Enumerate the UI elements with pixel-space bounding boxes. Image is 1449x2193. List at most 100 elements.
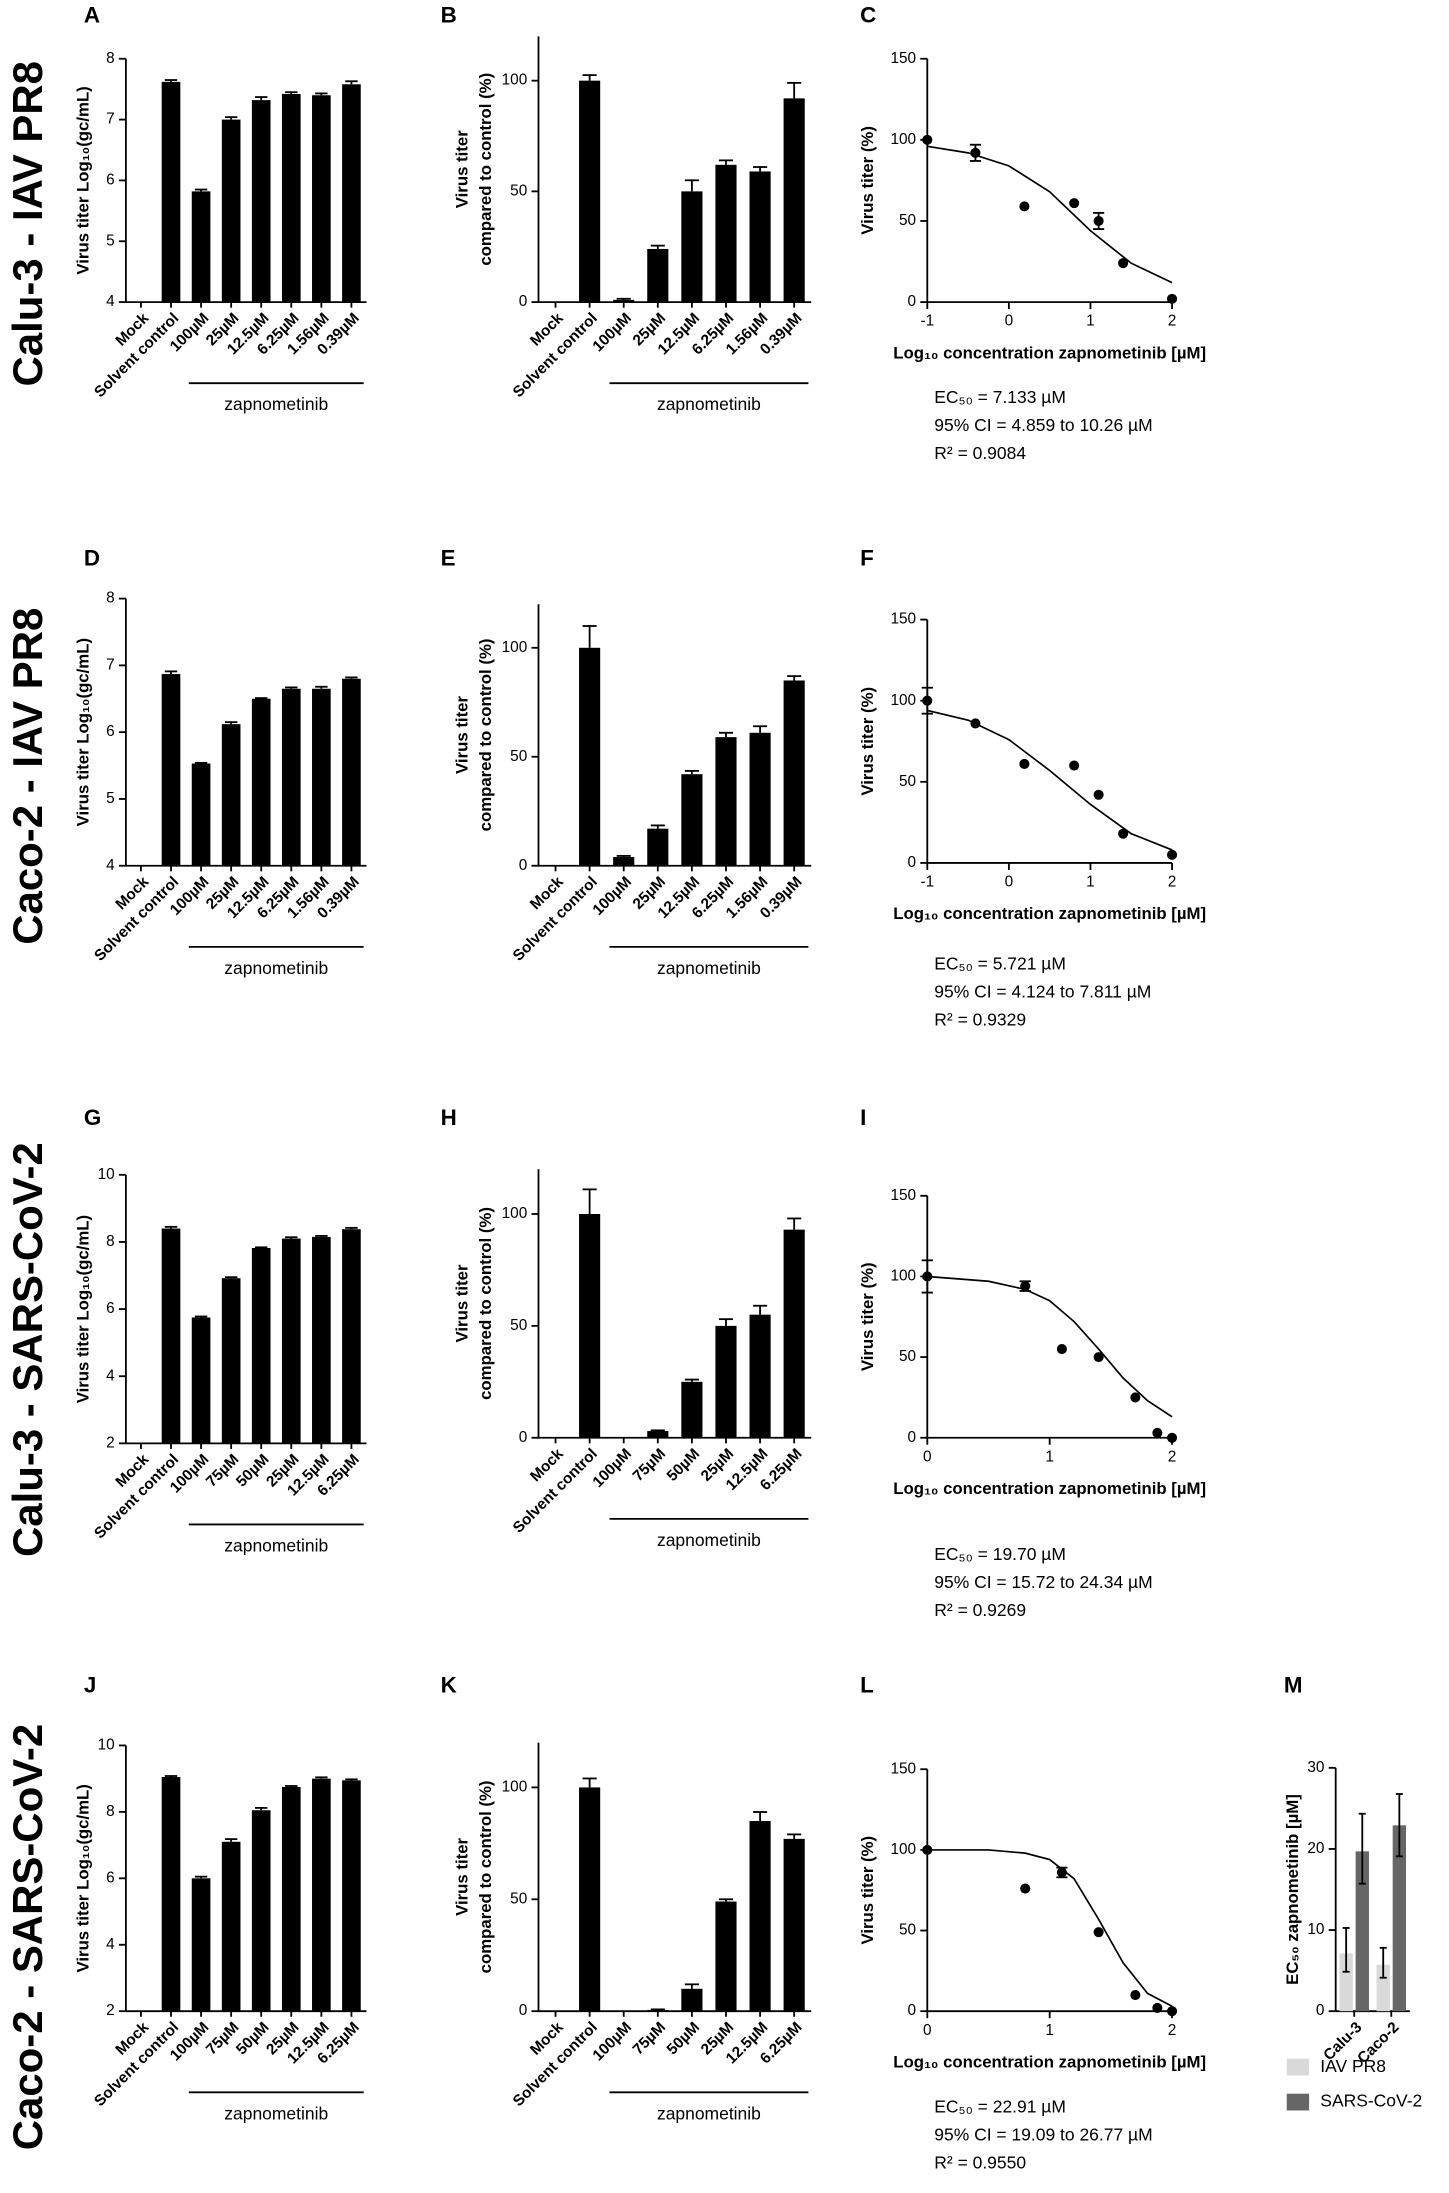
y-axis-label: EC₅₀ zapnometinib [µM] (1283, 1794, 1302, 1985)
annotation: EC₅₀ = 7.133 µM (934, 387, 1066, 407)
bar (281, 1238, 301, 1444)
y-tick-label: 50 (899, 212, 916, 229)
y-tick-label: 8 (106, 50, 115, 67)
bar (1339, 1953, 1353, 2012)
annotation: EC₅₀ = 19.70 µM (934, 1544, 1066, 1564)
y-tick-label: 50 (510, 748, 527, 765)
y-tick-label: 50 (510, 1317, 527, 1334)
bar (221, 119, 241, 303)
y-axis-label: Virus titer Log₁₀(gc/mL) (73, 1215, 92, 1403)
bar (1376, 1964, 1390, 2012)
data-point (1152, 2002, 1163, 2013)
fit-curve (927, 1275, 1173, 1418)
panel-letter: J (84, 1673, 96, 1698)
annotation: R² = 0.9269 (934, 1600, 1026, 1620)
data-point (922, 1271, 933, 1282)
y-tick-label: 50 (510, 182, 527, 199)
data-point (970, 147, 981, 158)
bar (191, 1878, 211, 2012)
y-tick-label: 150 (890, 50, 916, 67)
legend-label: IAV PR8 (1320, 2056, 1386, 2076)
y-tick-label: 8 (106, 1233, 115, 1250)
x-tick-label: 100µM (590, 1445, 635, 1490)
bar (191, 191, 211, 303)
row-label: Calu-3 - SARS-CoV-2 (4, 1142, 51, 1557)
y-tick-label: 100 (502, 1205, 528, 1222)
x-axis-label: Log₁₀ concentration zapnometinib [µM] (893, 904, 1206, 923)
bar (613, 299, 635, 303)
bar (783, 1838, 805, 2012)
bar (783, 680, 805, 866)
legend-label: SARS-CoV-2 (1320, 2091, 1422, 2111)
bar (613, 857, 635, 866)
data-point (1019, 201, 1030, 212)
panel-letter: D (84, 545, 100, 570)
group-label: zapnometinib (224, 2103, 328, 2123)
y-tick-label: 8 (106, 590, 115, 607)
x-tick-label: 50µM (233, 1451, 272, 1490)
y-tick-label: 0 (908, 854, 917, 871)
data-point (1093, 1927, 1104, 1938)
bar (221, 1841, 241, 2012)
y-tick-label: 100 (502, 72, 528, 89)
data-point (1130, 1392, 1141, 1403)
fit-curve (927, 145, 1173, 284)
x-tick-label: 1 (1045, 1448, 1054, 1465)
bar (312, 95, 331, 303)
annotation: 95% CI = 4.124 to 7.811 µM (934, 982, 1151, 1002)
y-tick-label: 50 (899, 1922, 916, 1939)
panel-letter: G (84, 1105, 101, 1130)
group-label: zapnometinib (657, 958, 761, 978)
y-tick-label: 150 (890, 1187, 916, 1204)
y-tick-label: 100 (890, 1268, 916, 1285)
y-axis-label: compared to control (%) (476, 639, 495, 832)
group-label: zapnometinib (657, 2103, 761, 2123)
x-tick-label: 50µM (664, 1445, 703, 1484)
y-tick-label: 5 (106, 790, 115, 807)
y-tick-label: 5 (106, 232, 115, 249)
legend-swatch (1286, 2058, 1310, 2076)
y-tick-label: 100 (502, 1778, 528, 1795)
data-point (922, 134, 933, 145)
y-axis-label: Virus titer Log₁₀(gc/mL) (73, 638, 92, 826)
bar (579, 1787, 601, 2012)
data-point (1019, 758, 1030, 770)
y-tick-label: 0 (908, 1429, 917, 1446)
bar (715, 164, 737, 303)
bar (161, 674, 181, 866)
panel-letter: I (860, 1105, 866, 1130)
y-tick-label: 50 (510, 1890, 527, 1907)
x-tick-label: 75µM (630, 1445, 669, 1484)
data-point (1069, 760, 1080, 771)
bar (681, 774, 703, 866)
bar (579, 1213, 601, 1438)
annotation: R² = 0.9550 (934, 2152, 1026, 2172)
x-tick-label: 0 (923, 1448, 932, 1465)
x-tick-label: 1 (1086, 874, 1095, 891)
fit-curve (927, 1849, 1173, 2008)
bar (715, 1325, 737, 1438)
data-point (1069, 198, 1080, 209)
y-axis-label: Virus titer (452, 1264, 471, 1342)
data-point (970, 718, 981, 729)
y-axis-label: compared to control (%) (476, 1207, 495, 1400)
bar (681, 1988, 703, 2012)
y-axis-label: Virus titer Log₁₀(gc/mL) (73, 1784, 92, 1972)
bar (191, 1317, 211, 1444)
bar (715, 1901, 737, 2012)
panel-letter: H (441, 1105, 457, 1130)
y-tick-label: 50 (899, 1348, 916, 1365)
x-tick-label: 75µM (203, 2019, 242, 2058)
bar (161, 81, 181, 303)
bar (312, 1236, 331, 1444)
panel-letter: A (84, 3, 100, 28)
data-point (922, 695, 933, 706)
annotation: R² = 0.9329 (934, 1010, 1026, 1030)
data-point (1152, 1427, 1163, 1438)
data-point (1056, 1344, 1067, 1355)
bar (221, 1278, 241, 1444)
x-tick-label: 100µM (590, 873, 635, 918)
data-point (1056, 1867, 1067, 1878)
bar (783, 1229, 805, 1438)
